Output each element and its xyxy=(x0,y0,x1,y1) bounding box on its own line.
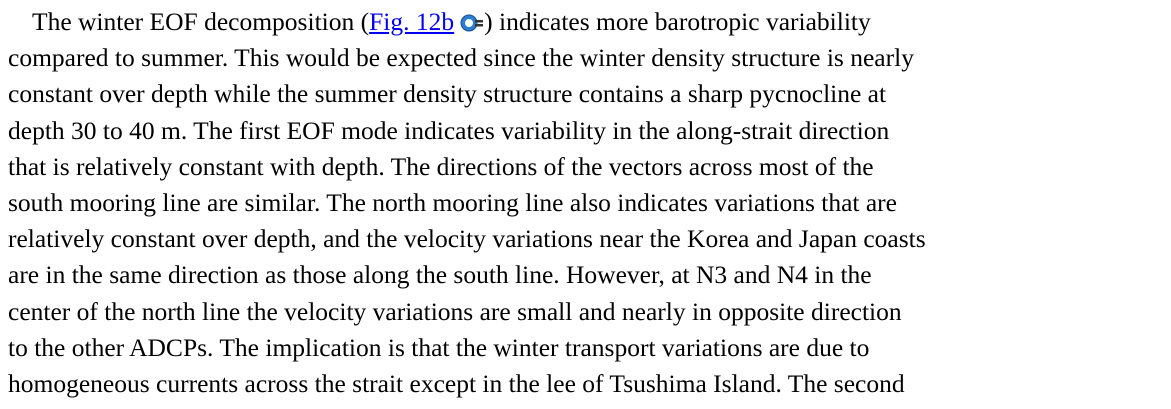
text: ) indicates more barotropic variability xyxy=(484,7,871,36)
figure-link[interactable]: Fig. 12b xyxy=(369,7,455,36)
text-line: south mooring line are similar. The nort… xyxy=(8,188,897,217)
text-line: relatively constant over depth, and the … xyxy=(8,224,926,254)
text: The winter EOF decomposition ( xyxy=(32,7,370,36)
text-line: are in the same direction as those along… xyxy=(8,260,872,290)
text-line: to the other ADCPs. The implication is t… xyxy=(8,332,870,362)
text-line: homogeneous currents across the strait e… xyxy=(8,369,905,398)
text-line: compared to summer. This would be expect… xyxy=(8,43,914,73)
figure-icon[interactable] xyxy=(460,13,484,33)
text-line: The winter EOF decomposition (Fig. 12b ) … xyxy=(32,4,871,40)
text-line: constant over depth while the summer den… xyxy=(8,79,887,109)
text-line: center of the north line the velocity va… xyxy=(8,296,902,326)
text-line: depth 30 to 40 m. The first EOF mode ind… xyxy=(8,115,890,145)
text-line: that is relatively constant with depth. … xyxy=(8,151,874,181)
